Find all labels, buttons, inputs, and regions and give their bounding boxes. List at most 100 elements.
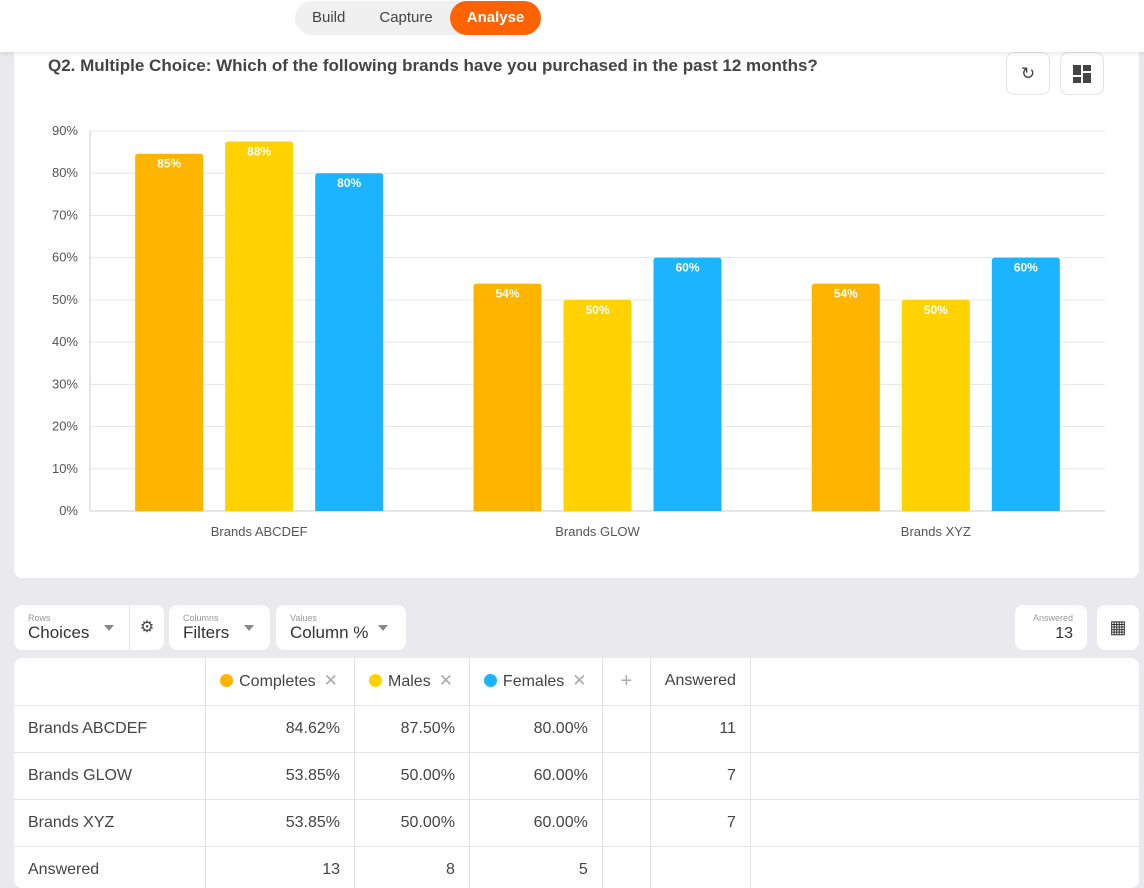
columns-label: Columns xyxy=(183,613,219,623)
table-cell: 7 xyxy=(650,752,751,800)
col-answered: Answered xyxy=(650,658,751,706)
top-bar: Build Capture Analyse xyxy=(0,0,1144,52)
row-label: Brands GLOW xyxy=(14,752,207,800)
y-tick-label: 80% xyxy=(52,165,78,180)
answered-value: 13 xyxy=(1055,625,1073,642)
layout-button[interactable] xyxy=(1060,52,1104,95)
answered-label: Answered xyxy=(1032,613,1073,623)
y-tick-label: 30% xyxy=(52,376,78,391)
mode-switcher: Build Capture Analyse xyxy=(295,1,542,35)
bar[interactable] xyxy=(135,153,204,511)
table-cell: 60.00% xyxy=(469,752,603,800)
tab-capture[interactable]: Capture xyxy=(379,9,433,26)
table-row: Answered 13 8 5 xyxy=(14,846,1139,888)
y-tick-label: 20% xyxy=(52,419,78,434)
table-row: Brands GLOW 53.85% 50.00% 60.00% 7 xyxy=(14,752,1139,800)
table-cell xyxy=(602,846,651,888)
x-tick-label: Brands XYZ xyxy=(901,524,971,539)
table-cell: 7 xyxy=(650,799,751,847)
x-tick-label: Brands GLOW xyxy=(555,524,640,539)
bar[interactable] xyxy=(563,299,632,511)
table-cell: 50.00% xyxy=(354,799,470,847)
data-label: 50% xyxy=(585,303,609,317)
col-males: Males ✕ xyxy=(354,658,470,706)
data-label: 50% xyxy=(924,303,948,317)
refresh-icon: ↻ xyxy=(1020,63,1036,83)
col-females: Females ✕ xyxy=(469,658,603,706)
add-column-button[interactable]: + xyxy=(602,658,651,706)
y-tick-label: 10% xyxy=(52,461,78,476)
values-value: Column % xyxy=(290,623,369,642)
table-cell: 87.50% xyxy=(354,705,470,753)
rows-select[interactable]: Rows Choices ⚙ xyxy=(14,605,164,650)
color-dot xyxy=(483,674,497,688)
y-tick-label: 90% xyxy=(52,123,78,138)
results-table: Completes ✕ Males ✕ Females ✕ + Answered Br… xyxy=(14,658,1139,888)
row-label: Answered xyxy=(14,846,207,888)
x-tick-label: Brands ABCDEF xyxy=(211,524,308,539)
data-label: 80% xyxy=(337,176,361,190)
columns-select[interactable]: Columns Filters xyxy=(169,605,270,650)
table-cell: 5 xyxy=(469,846,603,888)
refresh-button[interactable]: ↻ xyxy=(1006,52,1050,95)
y-tick-label: 40% xyxy=(52,334,78,349)
col-completes: Completes ✕ xyxy=(205,658,356,706)
table-cell xyxy=(602,752,651,800)
data-label: 54% xyxy=(495,287,519,301)
table-header-row: Completes ✕ Males ✕ Females ✕ + Answered xyxy=(14,658,1139,706)
table-row: Brands ABCDEF 84.62% 87.50% 80.00% 11 xyxy=(14,705,1139,753)
y-tick-label: 50% xyxy=(52,292,78,307)
tab-build[interactable]: Build xyxy=(312,9,346,26)
bar[interactable] xyxy=(991,257,1060,511)
table-cell: 53.85% xyxy=(205,799,356,847)
bar[interactable] xyxy=(225,141,294,512)
table-row: Brands XYZ 53.85% 50.00% 60.00% 7 xyxy=(14,799,1139,847)
values-label: Values xyxy=(290,613,317,623)
close-icon[interactable]: ✕ xyxy=(323,671,338,691)
table-cell xyxy=(650,846,751,888)
table-cell: 53.85% xyxy=(205,752,356,800)
row-label: Brands XYZ xyxy=(14,799,207,847)
color-dot xyxy=(369,674,383,688)
rows-label: Rows xyxy=(28,613,51,623)
layout-icon xyxy=(1073,64,1091,83)
row-label: Brands ABCDEF xyxy=(14,705,207,753)
chevron-down-icon xyxy=(104,625,114,631)
table-cell: 8 xyxy=(354,846,470,888)
color-dot xyxy=(220,674,234,688)
table-cell: 80.00% xyxy=(469,705,603,753)
table-cell xyxy=(602,799,651,847)
table-cell xyxy=(602,705,651,753)
values-select[interactable]: Values Column % xyxy=(276,605,406,650)
gear-icon[interactable]: ⚙ xyxy=(129,605,164,650)
rows-value: Choices xyxy=(28,623,90,642)
y-tick-label: 70% xyxy=(52,207,78,222)
close-icon[interactable]: ✕ xyxy=(438,671,453,691)
calculator-button[interactable]: ▦ xyxy=(1097,605,1139,650)
table-cell: 13 xyxy=(205,846,356,888)
y-tick-label: 60% xyxy=(52,250,78,265)
columns-value: Filters xyxy=(183,623,230,642)
table-cell: 11 xyxy=(650,705,751,753)
data-label: 54% xyxy=(834,287,858,301)
tab-analyse[interactable]: Analyse xyxy=(449,1,542,35)
bar-chart: 0% 10% 20% 30% 40% 50% 60% 70% 80% 90% Brands ABCD… xyxy=(52,123,1105,539)
table-cell: 84.62% xyxy=(205,705,356,753)
table-cell: 50.00% xyxy=(354,752,470,800)
answered-count: Answered 13 xyxy=(1015,605,1087,650)
close-icon[interactable]: ✕ xyxy=(572,671,587,691)
table-cell: 60.00% xyxy=(469,799,603,847)
question-title: Q2. Multiple Choice: Which of the follow… xyxy=(48,56,818,75)
data-label: 60% xyxy=(675,261,699,275)
calculator-icon: ▦ xyxy=(1109,617,1127,637)
bar[interactable] xyxy=(811,283,880,511)
chevron-down-icon xyxy=(378,625,388,631)
data-label: 88% xyxy=(247,145,271,159)
y-tick-label: 0% xyxy=(59,503,78,518)
chevron-down-icon xyxy=(244,625,254,631)
bar[interactable] xyxy=(473,283,542,511)
data-label: 60% xyxy=(1014,261,1038,275)
bar[interactable] xyxy=(653,257,722,511)
bar[interactable] xyxy=(901,299,970,511)
bar[interactable] xyxy=(315,173,384,511)
